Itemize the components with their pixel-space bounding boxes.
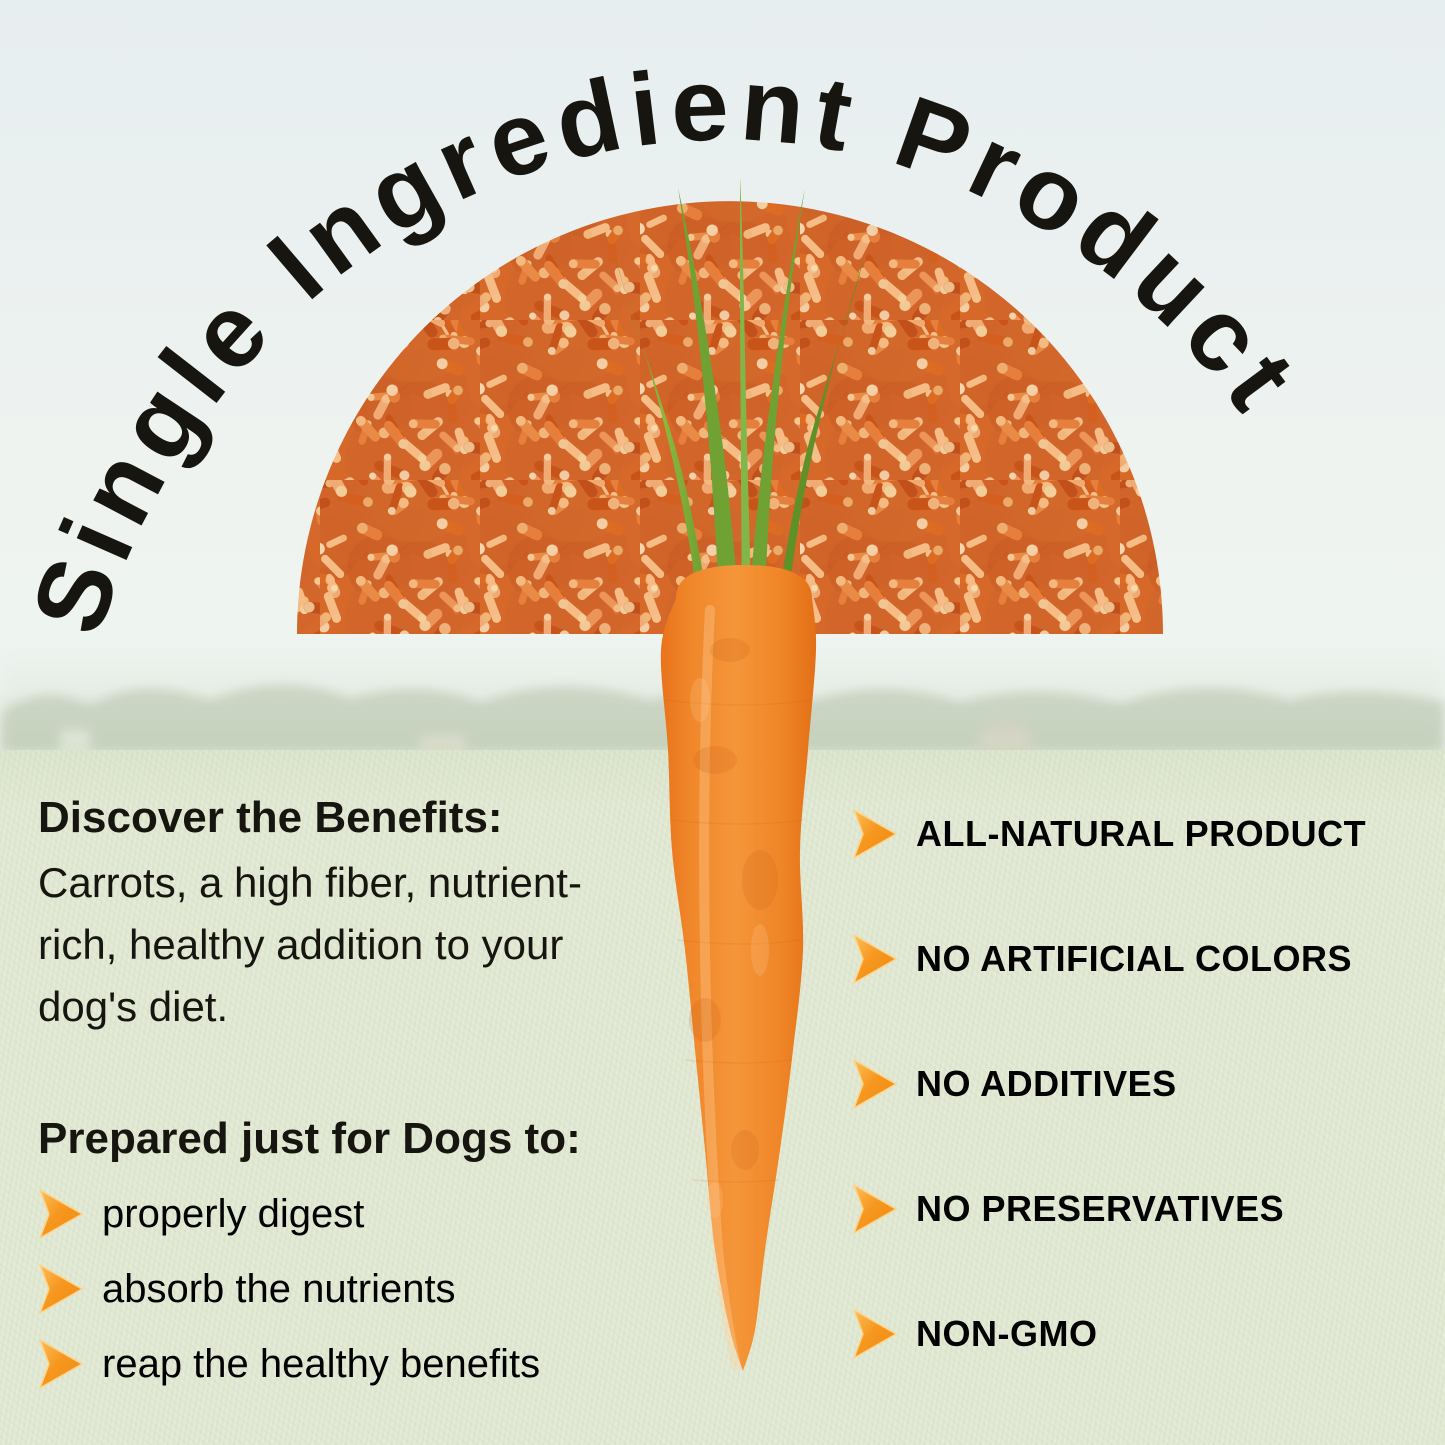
- svg-text:Single Ingredient Product: Single Ingredient Product: [9, 46, 1323, 647]
